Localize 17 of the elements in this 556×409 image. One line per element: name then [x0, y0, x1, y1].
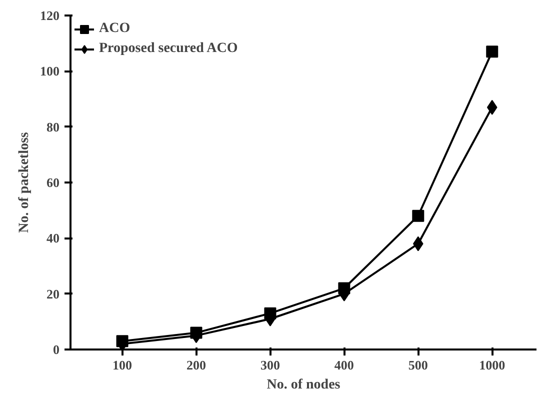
y-tick-label: 60: [46, 175, 60, 190]
x-tick-label: 300: [260, 358, 280, 372]
x-tick-label: 200: [186, 358, 206, 372]
x-tick-label: 100: [112, 358, 132, 372]
y-tick-label: 40: [46, 230, 60, 246]
y-tick-label: 100: [40, 64, 60, 79]
x-tick-label: 1000: [479, 358, 506, 372]
x-tick-label: 400: [334, 358, 354, 372]
y-tick-label: 120: [40, 8, 60, 23]
legend-label: ACO: [99, 21, 130, 37]
y-tick-label: 0: [53, 342, 60, 357]
x-tick-label: 500: [408, 358, 428, 372]
x-axis-title: No. of nodes: [266, 378, 341, 392]
legend-label: Proposed secured ACO: [99, 41, 238, 57]
y-axis-title: No. of packetloss: [17, 132, 32, 233]
y-tick-label: 20: [46, 286, 60, 302]
y-tick-label: 80: [46, 119, 60, 134]
